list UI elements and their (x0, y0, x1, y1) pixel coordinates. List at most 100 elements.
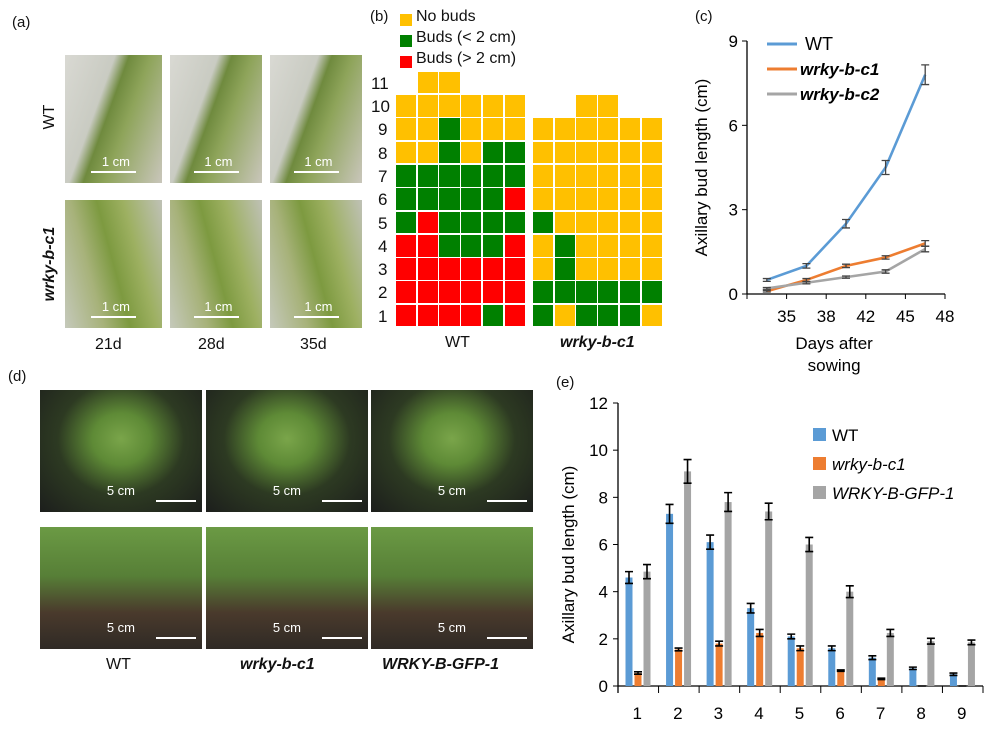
y-axis-label: Axillary bud length (cm) (559, 466, 578, 644)
bud-cell (439, 234, 460, 257)
x-tick-label: 9 (957, 704, 966, 723)
bud-cell (482, 95, 503, 117)
error-bar (881, 255, 890, 260)
bud-cell (482, 234, 503, 257)
x-tick-label: 5 (795, 704, 804, 723)
error-bar (796, 645, 805, 652)
row-number: 6 (378, 190, 388, 210)
bud-cell (504, 141, 525, 164)
legend-label: WT (805, 34, 833, 54)
bar-WRKY-B-GFP-1-5 (805, 544, 813, 686)
bud-cell (576, 141, 597, 164)
bud-cell (533, 164, 554, 187)
bud-cell (461, 281, 482, 304)
bud-cell (619, 304, 640, 327)
series-line-wrky-b-c2 (766, 247, 926, 290)
y-tick-label: 9 (729, 32, 738, 51)
legend-label: Buds (< 2 cm) (416, 29, 517, 46)
error-bar (746, 602, 755, 614)
bud-cell (461, 118, 482, 141)
x-tick-label: 8 (916, 704, 925, 723)
x-tick-label: 48 (936, 307, 955, 326)
bud-cell (417, 304, 438, 327)
bud-cell (482, 164, 503, 187)
bud-cell (576, 234, 597, 257)
bud-cell (482, 211, 503, 234)
legend-swatch (400, 56, 412, 68)
row-number: 2 (378, 283, 388, 303)
x-tick-label: 3 (714, 704, 723, 723)
error-bar (715, 640, 724, 647)
bud-cell (619, 118, 640, 141)
bud-cell (533, 141, 554, 164)
y-tick-label: 12 (589, 394, 608, 413)
scale-bar-label: 5 cm (272, 620, 301, 635)
bud-cell (417, 71, 438, 94)
bud-cell (439, 211, 460, 234)
bar-wrky-b-c1-3 (715, 643, 723, 686)
bud-cell (439, 188, 460, 210)
bud-cell (641, 141, 662, 164)
bud-cell (533, 211, 554, 234)
legend-swatch (400, 14, 412, 26)
bud-cell (554, 118, 575, 141)
photo-wt-21d: 1 cm (65, 55, 162, 183)
row-number: 4 (378, 236, 388, 256)
scale-bar-label: 5 cm (437, 483, 466, 498)
photo-mutant-28d: 1 cm (170, 200, 262, 328)
error-bar (842, 218, 850, 229)
scale-bar (156, 500, 196, 502)
bud-cell (576, 188, 597, 210)
series-line-WT (766, 74, 927, 282)
scale-bar (193, 316, 239, 318)
bud-cell (417, 141, 438, 164)
scale-bar (487, 500, 527, 502)
bud-cell (439, 118, 460, 141)
bud-cell (417, 211, 438, 234)
x-axis-label: Days after sowing (795, 334, 873, 375)
group-label-wt: WT (445, 334, 470, 351)
bud-cell (461, 258, 482, 280)
legend-swatch (813, 457, 826, 470)
scale-bar-label: 1 cm (204, 299, 233, 314)
y-tick-label: 6 (599, 536, 608, 555)
bar-WT-1 (625, 577, 633, 686)
photo-WRKY-B-GFP-1-whole: 5 cm (371, 390, 533, 512)
legend-swatch (813, 486, 826, 499)
bar-WT-7 (868, 657, 876, 686)
error-bar (762, 286, 771, 290)
row-number: 8 (378, 143, 388, 163)
error-bar (921, 64, 930, 86)
bud-cell (461, 304, 482, 327)
col-label-35d: 35d (300, 336, 327, 353)
error-bar (881, 159, 890, 176)
bud-cell (641, 118, 662, 141)
bud-cell (504, 211, 525, 234)
bud-cell (396, 234, 417, 257)
row-label-mutant: wrky-b-c1 (41, 226, 58, 302)
x-tick-label: 35 (777, 307, 796, 326)
photo-WRKY-B-GFP-1-closeup: 5 cm (371, 527, 533, 649)
panel-label-b: (b) (370, 8, 389, 25)
bar-WT-9 (949, 674, 957, 686)
row-number: 9 (378, 120, 388, 140)
error-bar (845, 584, 854, 599)
x-tick-label: 1 (633, 704, 642, 723)
y-tick-label: 6 (729, 116, 738, 135)
bud-cell (417, 188, 438, 210)
bud-cell (533, 188, 554, 210)
photo-wt-28d: 1 cm (170, 55, 262, 183)
col-label-28d: 28d (198, 336, 225, 353)
error-bar (764, 502, 773, 521)
bud-cell (641, 188, 662, 210)
error-bar (724, 491, 733, 513)
scale-bar (91, 171, 136, 173)
bud-cell (554, 188, 575, 210)
bud-cell (576, 258, 597, 280)
bud-cell (554, 164, 575, 187)
bud-cell (554, 281, 575, 304)
bud-cell (641, 281, 662, 304)
error-bar (877, 677, 886, 681)
bar-WT-4 (747, 608, 755, 686)
legend-swatch (400, 35, 412, 47)
